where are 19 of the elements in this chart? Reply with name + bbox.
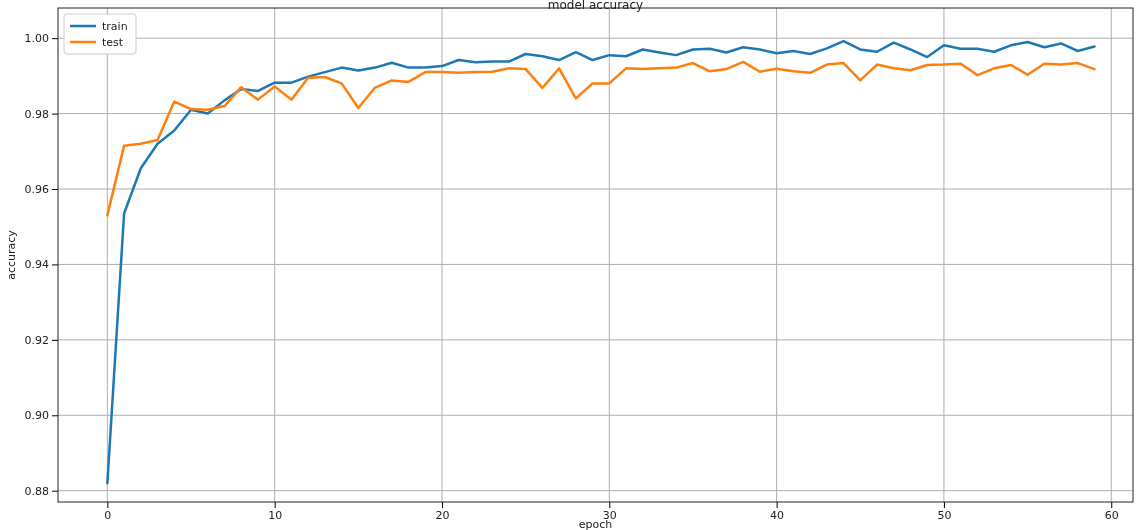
x-tick-label: 50 bbox=[937, 508, 952, 522]
legend-label: test bbox=[102, 35, 124, 49]
y-tick-label: 0.88 bbox=[24, 484, 49, 498]
x-tick-label: 20 bbox=[435, 508, 450, 522]
chart-title: model accuracy bbox=[547, 0, 644, 13]
legend-label: train bbox=[102, 19, 128, 33]
y-tick-label: 0.94 bbox=[24, 258, 49, 272]
line-series bbox=[106, 60, 1096, 217]
y-tick-label: 0.90 bbox=[24, 409, 49, 423]
x-tick-label: 10 bbox=[268, 508, 283, 522]
y-axis-title: accuracy bbox=[5, 229, 18, 280]
y-tick-label: 0.92 bbox=[24, 333, 49, 347]
x-axis-title: epoch bbox=[578, 518, 613, 530]
x-tick-label: 0 bbox=[104, 508, 112, 522]
y-tick-label: 0.96 bbox=[24, 183, 49, 197]
y-tick-label: 1.00 bbox=[24, 32, 49, 46]
x-tick-label: 60 bbox=[1104, 508, 1119, 522]
x-tick-label: 40 bbox=[770, 508, 785, 522]
y-tick-label: 0.98 bbox=[24, 107, 49, 121]
